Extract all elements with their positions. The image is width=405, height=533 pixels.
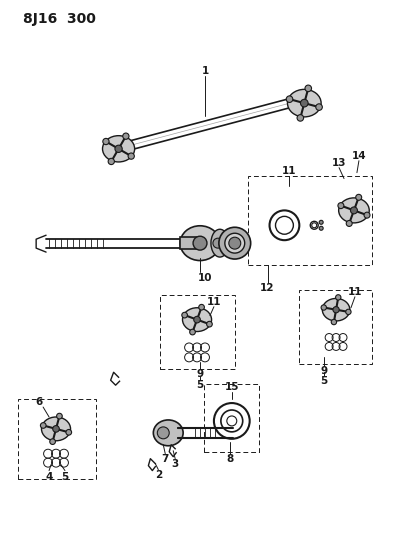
Ellipse shape — [41, 417, 70, 441]
Ellipse shape — [225, 233, 245, 253]
Ellipse shape — [219, 227, 251, 259]
Circle shape — [229, 237, 241, 249]
Circle shape — [193, 236, 207, 250]
Circle shape — [103, 139, 109, 144]
Circle shape — [213, 238, 223, 248]
Circle shape — [108, 158, 114, 165]
Circle shape — [128, 153, 134, 159]
Bar — [18, 399, 96, 479]
Circle shape — [50, 439, 55, 445]
Circle shape — [199, 304, 205, 310]
Circle shape — [338, 203, 344, 208]
Text: 11: 11 — [348, 287, 362, 297]
Circle shape — [336, 295, 341, 300]
Circle shape — [297, 115, 304, 121]
Circle shape — [286, 96, 293, 102]
Circle shape — [157, 427, 169, 439]
Circle shape — [346, 309, 351, 314]
Ellipse shape — [288, 90, 321, 117]
Text: 10: 10 — [198, 273, 212, 283]
Bar — [204, 384, 259, 452]
Text: 3: 3 — [172, 458, 179, 469]
Text: 11: 11 — [282, 166, 296, 176]
Bar — [180, 237, 200, 249]
Circle shape — [333, 306, 339, 313]
Ellipse shape — [339, 198, 369, 223]
Text: 9: 9 — [196, 369, 204, 379]
Text: 12: 12 — [260, 283, 275, 293]
Text: 7: 7 — [162, 454, 169, 464]
Circle shape — [115, 145, 122, 152]
Circle shape — [182, 312, 188, 318]
Circle shape — [331, 319, 337, 325]
Text: 15: 15 — [224, 382, 239, 392]
Circle shape — [66, 430, 72, 435]
Text: 8: 8 — [226, 454, 233, 464]
Text: 4: 4 — [45, 472, 53, 481]
Text: 1: 1 — [201, 66, 209, 76]
Text: 11: 11 — [207, 297, 221, 307]
Circle shape — [301, 99, 308, 107]
Text: 13: 13 — [332, 158, 346, 168]
Ellipse shape — [211, 229, 229, 257]
Circle shape — [207, 321, 212, 327]
Circle shape — [305, 85, 311, 92]
Bar — [248, 176, 372, 265]
Circle shape — [319, 227, 323, 230]
Circle shape — [123, 133, 129, 139]
Circle shape — [53, 425, 59, 432]
Text: 8J16  300: 8J16 300 — [23, 12, 96, 26]
Circle shape — [316, 104, 322, 110]
Circle shape — [356, 195, 362, 200]
Text: 9: 9 — [321, 366, 328, 376]
Ellipse shape — [180, 226, 220, 261]
Text: 5: 5 — [61, 472, 68, 481]
Circle shape — [364, 212, 370, 218]
Circle shape — [190, 329, 195, 335]
Circle shape — [40, 423, 46, 429]
Circle shape — [321, 305, 326, 310]
Text: 5: 5 — [196, 380, 204, 390]
Text: 6: 6 — [36, 397, 43, 407]
Text: 14: 14 — [352, 151, 366, 161]
Circle shape — [319, 220, 323, 224]
Circle shape — [194, 316, 200, 323]
Ellipse shape — [102, 136, 134, 162]
Text: 5: 5 — [320, 376, 328, 386]
Ellipse shape — [183, 308, 211, 332]
Circle shape — [350, 207, 358, 214]
Ellipse shape — [322, 298, 350, 321]
Bar — [299, 290, 372, 365]
Circle shape — [346, 221, 352, 227]
Bar — [160, 295, 235, 369]
Text: 2: 2 — [155, 470, 162, 480]
Ellipse shape — [153, 420, 183, 446]
Circle shape — [57, 413, 62, 419]
